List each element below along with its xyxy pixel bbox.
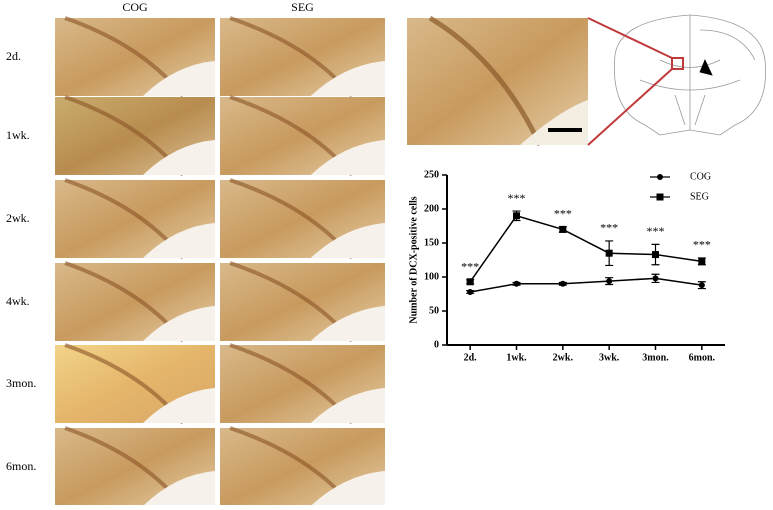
significance-label: *** bbox=[647, 224, 665, 238]
marker bbox=[652, 251, 659, 259]
x-tick-label: 2wk. bbox=[553, 352, 574, 363]
row-label: 2wk. bbox=[6, 211, 30, 225]
marker bbox=[513, 280, 520, 287]
fissure bbox=[310, 387, 385, 423]
micrograph bbox=[220, 16, 385, 98]
fissure bbox=[310, 305, 385, 341]
y-tick-label: 150 bbox=[424, 237, 439, 248]
x-tick-label: 2d. bbox=[464, 352, 478, 363]
legend-label: SEG bbox=[690, 191, 709, 202]
micrograph bbox=[55, 261, 215, 343]
micrograph bbox=[220, 343, 385, 425]
significance-label: *** bbox=[600, 221, 618, 235]
x-tick-label: 3wk. bbox=[599, 352, 620, 363]
image-panels: COG SEG 2d. 1wk. 2wk. 4wk. 3mon. 6mon. bbox=[6, 0, 385, 508]
legend-marker bbox=[656, 193, 664, 201]
micrograph bbox=[55, 95, 215, 177]
marker bbox=[466, 278, 474, 286]
marker bbox=[513, 212, 520, 220]
legend-label: COG bbox=[690, 171, 711, 182]
chart: 0 50 100 150 200 250 Number of DCX-positive ce… bbox=[408, 169, 725, 363]
series-line bbox=[469, 214, 702, 283]
fissure bbox=[143, 222, 215, 258]
fissure bbox=[143, 470, 215, 506]
fissure bbox=[310, 470, 385, 506]
legend-marker bbox=[657, 174, 663, 180]
marker bbox=[698, 282, 705, 289]
fissure bbox=[143, 387, 215, 423]
significance-label: *** bbox=[693, 238, 711, 252]
significance-label: *** bbox=[508, 191, 526, 205]
fissure bbox=[143, 60, 215, 96]
marker bbox=[467, 288, 474, 295]
column-label: COG bbox=[122, 0, 148, 14]
micrograph bbox=[220, 95, 385, 177]
micrograph bbox=[55, 426, 215, 508]
fissure bbox=[310, 139, 385, 175]
row-label: 1wk. bbox=[6, 128, 30, 142]
marker bbox=[698, 257, 706, 265]
y-tick-label: 250 bbox=[424, 169, 439, 180]
y-tick-label: 200 bbox=[424, 203, 439, 214]
fissure bbox=[310, 60, 385, 96]
significance-label: *** bbox=[461, 259, 479, 273]
row-label: 3mon. bbox=[6, 376, 36, 390]
marker bbox=[559, 225, 567, 233]
y-tick-label: 50 bbox=[429, 305, 439, 316]
x-tick-label: 1wk. bbox=[506, 352, 527, 363]
x-tick-label: 3mon. bbox=[642, 352, 669, 363]
marker bbox=[559, 280, 566, 287]
y-axis-label: Number of DCX-positive cells bbox=[408, 196, 419, 323]
marker bbox=[606, 278, 613, 285]
brain-schematic bbox=[614, 14, 766, 136]
marker bbox=[605, 249, 613, 257]
micrograph bbox=[55, 343, 215, 425]
marker bbox=[652, 275, 659, 282]
column-label: SEG bbox=[291, 0, 314, 14]
significance-label: *** bbox=[554, 206, 572, 220]
zoom-image bbox=[407, 15, 588, 147]
row-label: 2d. bbox=[6, 49, 21, 63]
series-line bbox=[470, 277, 702, 293]
micrograph bbox=[220, 178, 385, 260]
micrograph bbox=[55, 178, 215, 260]
fissure bbox=[143, 305, 215, 341]
x-tick-label: 6mon. bbox=[689, 352, 716, 363]
y-tick-label: 100 bbox=[424, 271, 439, 282]
micrograph bbox=[55, 16, 215, 98]
y-tick-label: 0 bbox=[434, 339, 439, 350]
fissure bbox=[143, 139, 215, 175]
micrograph bbox=[220, 426, 385, 508]
micrograph bbox=[220, 261, 385, 343]
row-label: 6mon. bbox=[6, 459, 36, 473]
row-label: 4wk. bbox=[6, 294, 30, 308]
zoom-indicator bbox=[587, 17, 684, 146]
fissure bbox=[310, 222, 385, 258]
